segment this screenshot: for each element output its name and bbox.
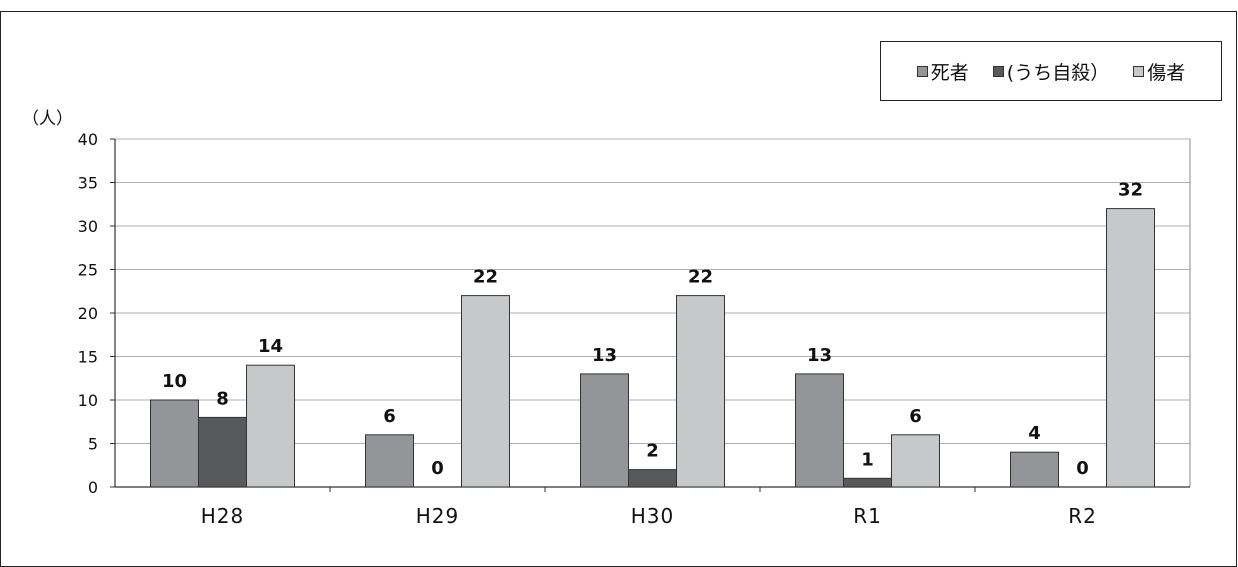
legend-swatch-injured [1133, 65, 1145, 77]
bar [580, 373, 629, 488]
data-label: 13 [807, 345, 832, 366]
x-tick-label: H30 [631, 504, 675, 528]
data-label: 6 [383, 406, 396, 427]
x-tick-label: R2 [1068, 504, 1097, 528]
y-tick-label: 20 [78, 304, 98, 323]
data-label: 22 [688, 267, 713, 288]
legend-label-injured: 傷者 [1147, 61, 1186, 84]
data-label: 1 [861, 449, 874, 470]
bar [365, 434, 414, 488]
data-label: 22 [473, 267, 498, 288]
data-label: 32 [1118, 180, 1143, 201]
data-label: 4 [1028, 423, 1041, 444]
legend-item-injured: 傷者 [1133, 58, 1185, 85]
y-tick-label: 40 [78, 130, 98, 149]
legend-swatch-suicides [992, 65, 1004, 77]
bar [843, 477, 892, 488]
bar [150, 399, 199, 488]
bar [198, 416, 247, 488]
legend-label-suicides: (うち自殺） [1006, 61, 1110, 84]
bar [891, 434, 940, 488]
data-label: 2 [646, 441, 659, 462]
x-tick-label: H29 [416, 504, 460, 528]
y-tick-label: 0 [88, 478, 98, 497]
data-label: 6 [909, 406, 922, 427]
bar [676, 295, 725, 488]
bar [246, 364, 295, 488]
data-label: 0 [1076, 458, 1089, 479]
data-label: 8 [216, 388, 229, 409]
bar [1010, 451, 1059, 488]
data-label: 13 [592, 345, 617, 366]
y-tick-label: 25 [78, 261, 98, 280]
y-tick-label: 5 [88, 435, 98, 454]
y-axis-unit-label: （人） [22, 109, 73, 129]
bar [628, 469, 677, 488]
data-label: 14 [258, 336, 283, 357]
bar [1106, 208, 1155, 488]
data-label: 0 [431, 458, 444, 479]
legend-item-deaths: 死者 [916, 58, 969, 85]
bar [461, 295, 510, 488]
legend-label-deaths: 死者 [930, 61, 969, 84]
legend-item-suicides: (うち自殺） [992, 58, 1110, 85]
data-label: 10 [162, 371, 187, 392]
y-tick-label: 15 [78, 348, 98, 367]
y-tick-label: 10 [78, 391, 98, 410]
x-tick-label: H28 [201, 504, 245, 528]
x-tick-label: R1 [853, 504, 882, 528]
y-tick-label: 30 [78, 217, 98, 236]
y-tick-label: 35 [78, 174, 98, 193]
chart-legend: 死者 (うち自殺） 傷者 [880, 41, 1222, 101]
legend-swatch-deaths [916, 65, 928, 77]
bar [795, 373, 844, 488]
